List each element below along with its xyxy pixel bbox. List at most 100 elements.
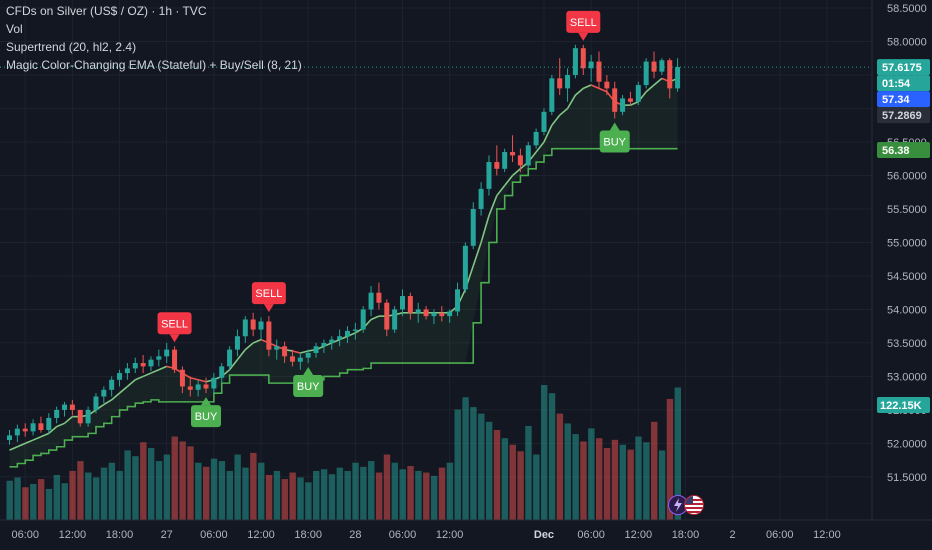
volume-bar xyxy=(533,454,540,520)
price-tick-label: 51.5000 xyxy=(887,472,927,484)
volume-bar xyxy=(501,438,509,520)
candle-body xyxy=(541,111,547,132)
legend-volume[interactable]: Vol xyxy=(6,22,23,36)
time-tick-label: 06:00 xyxy=(577,529,605,541)
volume-bar xyxy=(100,467,108,520)
supertrend-line xyxy=(9,147,678,468)
ema-line xyxy=(645,84,655,93)
volume-bar xyxy=(540,385,548,520)
volume-bar xyxy=(210,458,218,520)
volume-bar xyxy=(611,439,619,520)
candle-body xyxy=(478,188,484,209)
price-badge-label: 57.2869 xyxy=(882,110,922,122)
volume-bar xyxy=(415,470,422,520)
volume-bar xyxy=(226,470,233,520)
price-tick-label: 55.5000 xyxy=(887,204,927,216)
ema-line xyxy=(150,368,160,374)
candle-body xyxy=(675,67,681,89)
candle-body xyxy=(54,409,60,418)
time-tick-label: 12:00 xyxy=(813,529,841,541)
ema-line xyxy=(574,87,584,96)
candle-body xyxy=(423,309,429,317)
volume-bar xyxy=(53,475,61,520)
volume-bar xyxy=(423,472,430,520)
symbol-title[interactable]: CFDs on Silver (US$ / OZ) · 1h · TVC xyxy=(6,4,207,18)
time-tick-label: 12:00 xyxy=(59,529,87,541)
volume-bar xyxy=(242,467,249,520)
price-badge-label: 01:54 xyxy=(882,78,911,90)
candle-body xyxy=(431,312,437,317)
volume-bar xyxy=(517,451,524,520)
volume-bar xyxy=(383,454,391,520)
volume-bar xyxy=(368,461,375,520)
volume-bar xyxy=(250,452,257,520)
volume-bar xyxy=(203,466,210,520)
time-tick-label: 27 xyxy=(161,529,173,541)
candle-body xyxy=(124,368,130,374)
candle-body xyxy=(313,346,319,353)
volume-bar xyxy=(313,470,320,520)
buy-signal-pointer xyxy=(201,397,211,406)
candle-body xyxy=(140,363,146,367)
volume-bar xyxy=(564,423,571,520)
candle-body xyxy=(384,302,390,330)
trend-fill xyxy=(9,78,678,467)
candle-body xyxy=(580,48,586,69)
volume-bar xyxy=(478,413,485,520)
price-badge-green xyxy=(877,142,930,159)
volume-bar xyxy=(155,461,163,520)
candle-body xyxy=(510,152,516,156)
volume-bar xyxy=(22,487,29,520)
us-flag-icon[interactable] xyxy=(684,495,704,515)
ema-line xyxy=(236,349,246,361)
ema-line xyxy=(190,376,199,381)
time-tick-label: 12:00 xyxy=(436,529,464,541)
buy-signal-label: BUY xyxy=(195,411,218,423)
candle-body xyxy=(234,336,240,350)
bolt-icon[interactable] xyxy=(668,495,688,515)
volume-bar xyxy=(438,467,446,520)
buy-signal-box xyxy=(191,405,221,428)
legend-ema[interactable]: Magic Color-Changing EMA (Stateful) + Bu… xyxy=(6,58,302,72)
legend-supertrend[interactable]: Supertrend (20, hl2, 2.4) xyxy=(6,40,137,54)
chart-legend: CFDs on Silver (US$ / OZ) · 1h · TVC Vol… xyxy=(6,2,302,74)
ema-line xyxy=(504,174,514,187)
ema-line xyxy=(300,350,309,354)
ema-line xyxy=(244,342,254,351)
volume-bar xyxy=(509,444,516,520)
volume-bar xyxy=(446,462,454,520)
candle-body xyxy=(376,292,382,303)
volume-bar xyxy=(666,398,674,520)
candle-body xyxy=(62,404,68,410)
candle-body xyxy=(321,342,327,347)
volume-bar xyxy=(658,450,666,520)
ema-line xyxy=(103,399,113,406)
ema-line xyxy=(496,185,506,197)
buy-signal-label: BUY xyxy=(603,137,626,149)
candle-body xyxy=(525,145,531,166)
candle-body xyxy=(470,208,476,246)
candle-body xyxy=(517,155,523,166)
volume-bar xyxy=(493,430,501,520)
price-tick-label: 54.0000 xyxy=(887,304,927,316)
price-tick-label: 56.0000 xyxy=(887,170,927,182)
candle-body xyxy=(447,311,453,317)
volume-bar xyxy=(124,450,131,520)
candle-body xyxy=(164,349,170,357)
candle-body xyxy=(274,346,280,350)
candle-body xyxy=(38,423,44,431)
volume-bar xyxy=(69,470,76,520)
candle-body xyxy=(462,245,468,290)
candle-body xyxy=(612,88,618,112)
volume-bar xyxy=(635,436,642,520)
price-badge-label: 57.6175 xyxy=(882,62,922,74)
volume-bar xyxy=(674,387,681,520)
volume-bar xyxy=(30,484,37,520)
volume-bar xyxy=(627,449,634,520)
time-tick-label: 28 xyxy=(349,529,361,541)
volume-bar xyxy=(572,434,579,520)
volume-bar xyxy=(14,477,21,520)
sell-signal-pointer xyxy=(169,334,180,343)
